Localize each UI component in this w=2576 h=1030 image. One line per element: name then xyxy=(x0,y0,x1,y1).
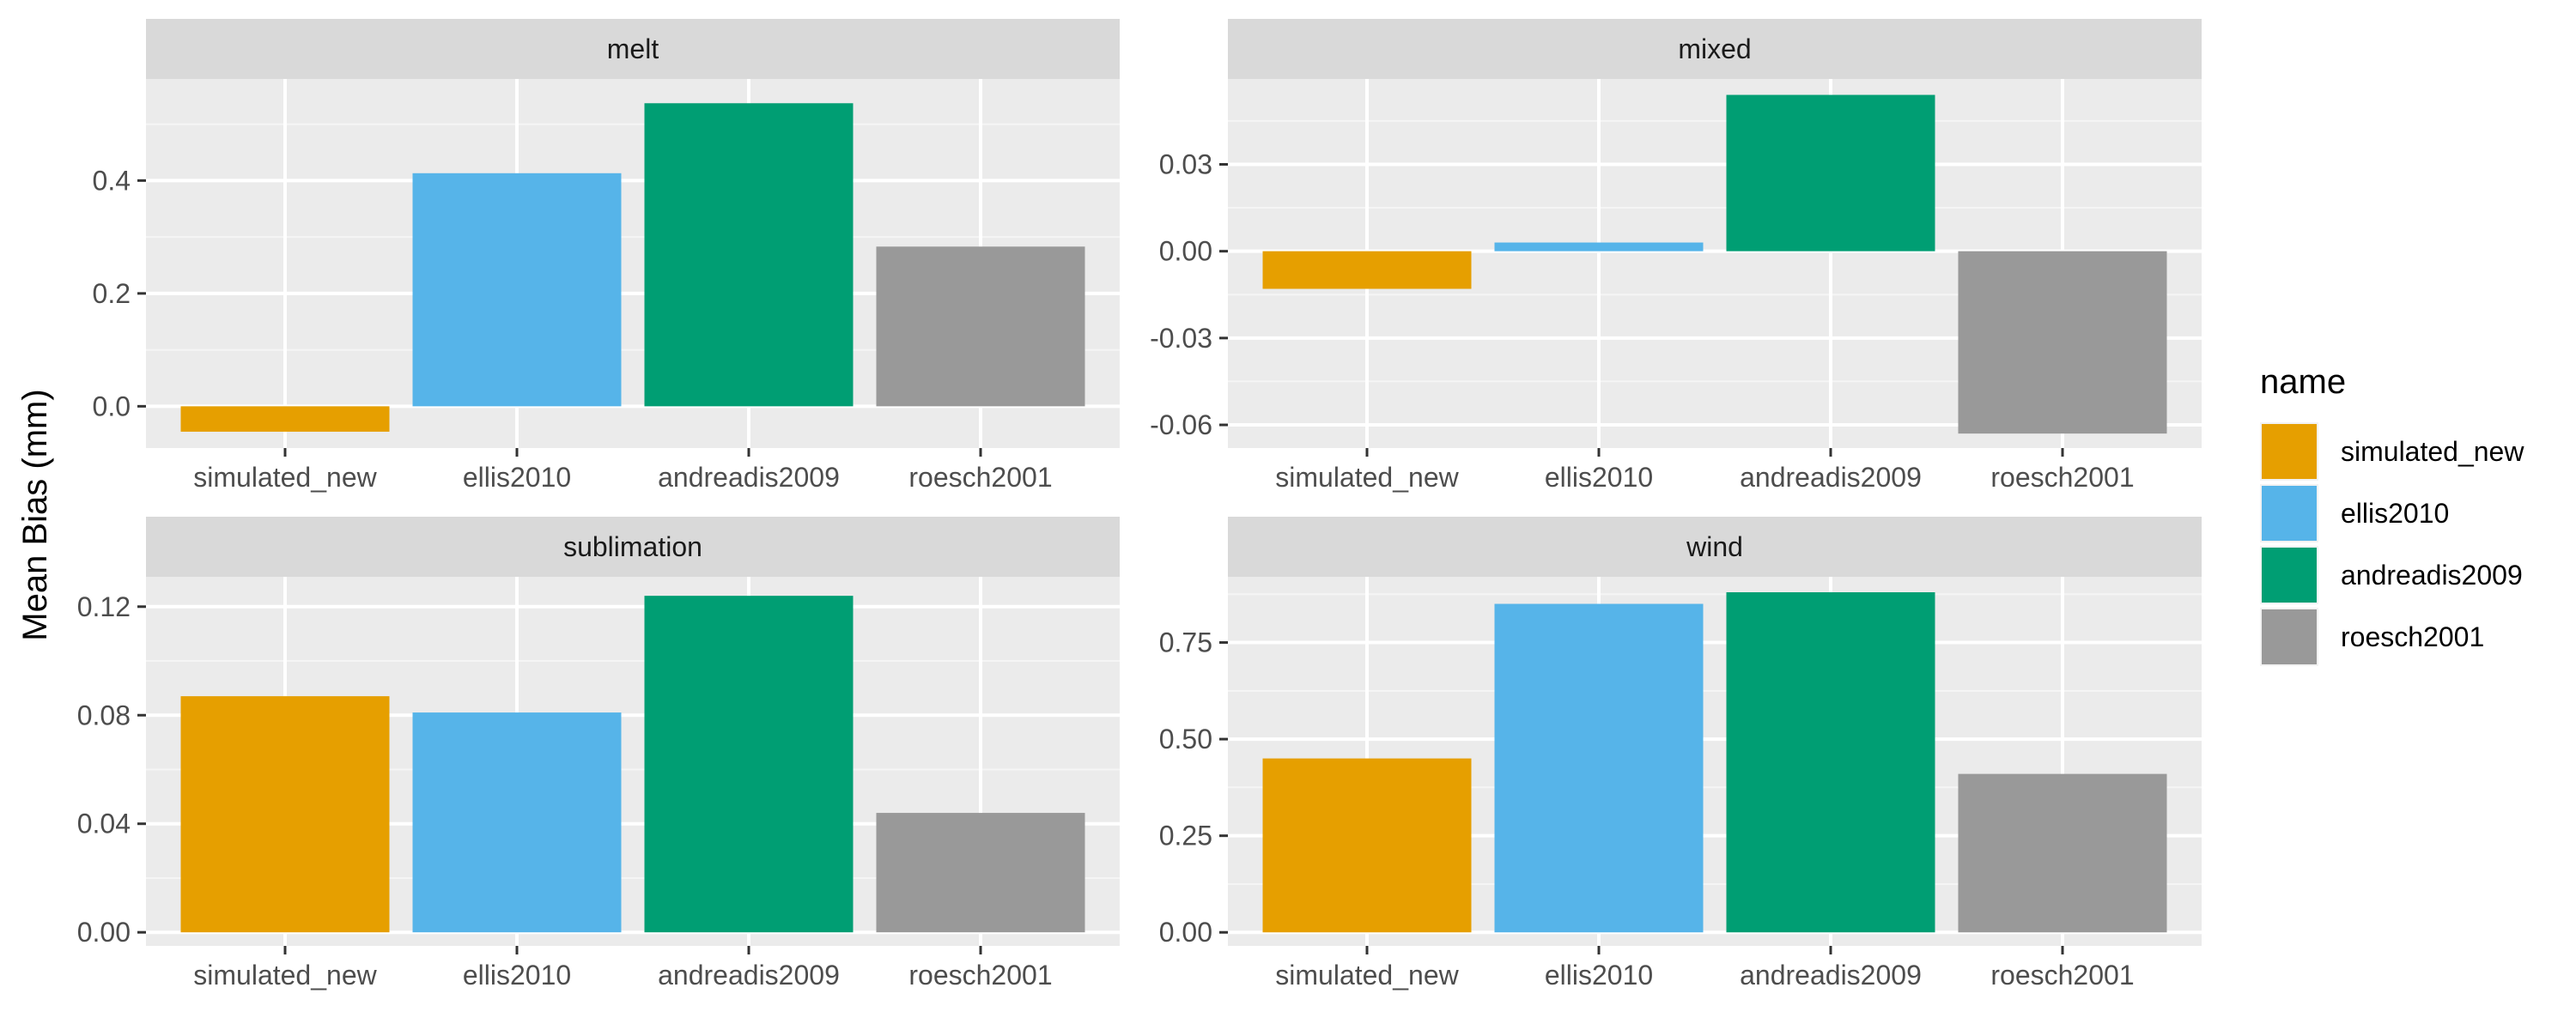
x-tick-label: roesch2001 xyxy=(1990,462,2134,493)
x-tick-label: andreadis2009 xyxy=(1740,462,1922,493)
bar-sublimation-simulated_new xyxy=(180,696,390,933)
bar-melt-ellis2010 xyxy=(412,173,622,407)
y-tick-label: 0.50 xyxy=(1159,724,1212,754)
legend-swatch-roesch2001 xyxy=(2262,609,2317,664)
bar-mixed-andreadis2009 xyxy=(1726,94,1935,251)
x-tick-label: roesch2001 xyxy=(1990,960,2134,991)
y-tick-label: 0.00 xyxy=(1159,917,1212,948)
bar-melt-roesch2001 xyxy=(876,246,1085,407)
legend-label: roesch2001 xyxy=(2341,621,2484,652)
facet-strip-label: melt xyxy=(607,33,659,64)
y-tick-label: 0.75 xyxy=(1159,627,1212,658)
facet-panel-melt: melt 0.0 0.2 0.4 simulated_new ellis2010 andre… xyxy=(93,19,1120,493)
x-tick-label: andreadis2009 xyxy=(658,462,840,493)
bar-mixed-ellis2010 xyxy=(1494,242,1704,251)
y-tick-label: 0.25 xyxy=(1159,821,1212,851)
facet-strip xyxy=(146,19,1120,79)
legend-label: andreadis2009 xyxy=(2341,560,2523,591)
legend-swatch-simulated_new xyxy=(2262,424,2317,479)
y-tick-label: 0.2 xyxy=(93,278,131,309)
x-tick-label: andreadis2009 xyxy=(658,960,840,991)
legend-title: name xyxy=(2260,363,2346,401)
facet-panel-sublimation: sublimation 0.00 0.04 0.08 0.12 simulated_new… xyxy=(77,517,1120,991)
y-tick-label: 0.00 xyxy=(77,917,131,948)
legend-swatch-andreadis2009 xyxy=(2262,548,2317,603)
bar-sublimation-roesch2001 xyxy=(876,813,1085,933)
bar-melt-simulated_new xyxy=(180,406,390,432)
bar-sublimation-andreadis2009 xyxy=(644,596,854,933)
legend-label: simulated_new xyxy=(2341,436,2524,467)
facet-strip-label: mixed xyxy=(1678,33,1751,64)
x-tick-label: simulated_new xyxy=(1275,462,1459,493)
y-tick-label: -0.03 xyxy=(1150,323,1212,354)
facet-panels: melt 0.0 0.2 0.4 simulated_new ellis2010 andre… xyxy=(77,19,2202,991)
y-tick-label: 0.00 xyxy=(1159,236,1212,267)
x-tick-label: simulated_new xyxy=(193,462,377,493)
bar-wind-roesch2001 xyxy=(1958,773,2167,933)
facet-strip xyxy=(1228,517,2202,577)
x-tick-label: ellis2010 xyxy=(1545,462,1653,493)
x-tick-label: simulated_new xyxy=(1275,960,1459,991)
y-tick-label: 0.03 xyxy=(1159,148,1212,179)
bar-mixed-roesch2001 xyxy=(1958,251,2167,434)
bar-mixed-simulated_new xyxy=(1262,251,1472,289)
y-tick-label: 0.08 xyxy=(77,700,131,730)
y-tick-label: 0.12 xyxy=(77,591,131,622)
legend-swatch-ellis2010 xyxy=(2262,486,2317,541)
facet-strip xyxy=(146,517,1120,577)
x-tick-label: ellis2010 xyxy=(1545,960,1653,991)
y-tick-label: 0.04 xyxy=(77,809,131,839)
bar-melt-andreadis2009 xyxy=(644,103,854,407)
x-tick-label: ellis2010 xyxy=(463,960,571,991)
legend: name simulated_new ellis2010 andreadis2009… xyxy=(2260,363,2524,666)
x-tick-label: roesch2001 xyxy=(908,462,1052,493)
bar-sublimation-ellis2010 xyxy=(412,712,622,933)
x-tick-label: andreadis2009 xyxy=(1740,960,1922,991)
bar-wind-simulated_new xyxy=(1262,758,1472,933)
facet-panel-mixed: mixed -0.06 -0.03 0.00 0.03 simulated_new elli… xyxy=(1150,19,2202,493)
facet-strip-label: sublimation xyxy=(563,531,702,562)
x-tick-label: simulated_new xyxy=(193,960,377,991)
legend-label: ellis2010 xyxy=(2341,498,2449,529)
bar-wind-ellis2010 xyxy=(1494,603,1704,933)
facet-strip-label: wind xyxy=(1686,531,1743,562)
y-tick-label: -0.06 xyxy=(1150,409,1212,440)
x-tick-label: roesch2001 xyxy=(908,960,1052,991)
y-axis-title: Mean Bias (mm) xyxy=(16,389,54,640)
bar-wind-andreadis2009 xyxy=(1726,592,1935,933)
y-tick-label: 0.0 xyxy=(93,391,131,421)
y-tick-label: 0.4 xyxy=(93,165,131,196)
x-tick-label: ellis2010 xyxy=(463,462,571,493)
facet-strip xyxy=(1228,19,2202,79)
facet-panel-wind: wind 0.00 0.25 0.50 0.75 simulated_new ellis20… xyxy=(1159,517,2202,991)
